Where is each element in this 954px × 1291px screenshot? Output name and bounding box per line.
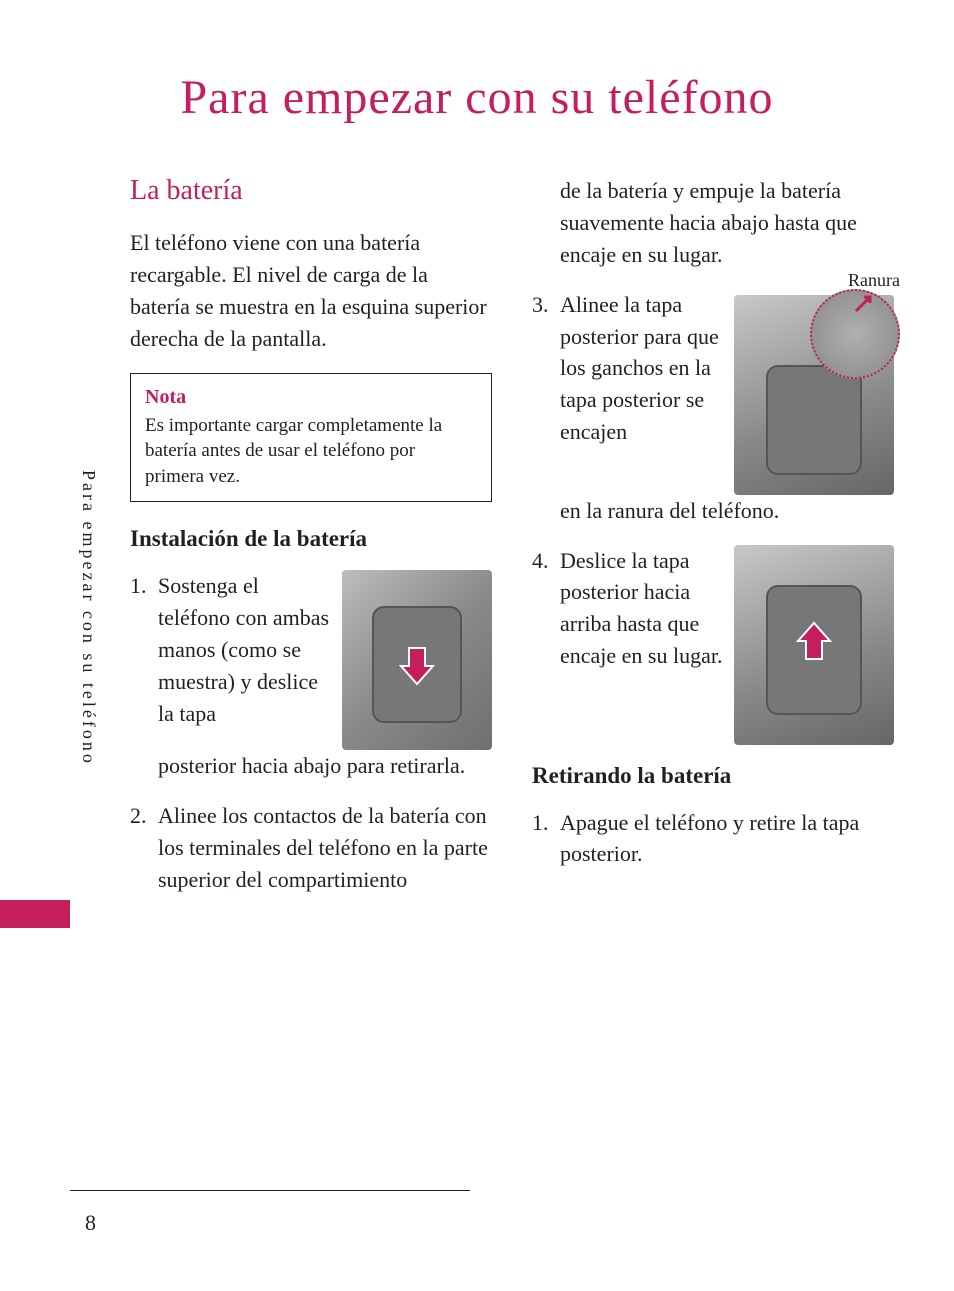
- subheading-remove: Retirando la batería: [532, 763, 894, 789]
- illustration-slide-cover: [734, 545, 894, 745]
- step-text: Deslice la tapa posterior hacia arriba h…: [560, 545, 724, 745]
- step-text: Apague el teléfono y retire la tapa post…: [560, 807, 894, 871]
- content-columns: La batería El teléfono viene con una bat…: [0, 175, 954, 914]
- step-text: Sostenga el teléfono con ambas manos (co…: [158, 570, 332, 750]
- step-3: 3. Alinee la tapa posterior para que los…: [532, 289, 894, 527]
- note-title: Nota: [145, 386, 477, 409]
- left-column: La batería El teléfono viene con una bat…: [130, 175, 492, 914]
- page-number: 8: [85, 1210, 96, 1236]
- callout-arrow-icon: [852, 291, 876, 315]
- subheading-install: Instalación de la batería: [130, 526, 492, 552]
- intro-paragraph: El teléfono viene con una batería recarg…: [130, 227, 492, 355]
- step-number: 3.: [532, 289, 560, 527]
- side-tab-accent: [0, 900, 70, 928]
- right-column: de la batería y empuje la batería suavem…: [532, 175, 894, 914]
- page-title: Para empezar con su teléfono: [0, 0, 954, 175]
- step-1: 1. Sostenga el teléfono con ambas manos …: [130, 570, 492, 782]
- step-text: Alinee la tapa posterior para que los ga…: [560, 289, 724, 495]
- step-4: 4. Deslice la tapa posterior hacia arrib…: [532, 545, 894, 745]
- illustration-hold-phone: [342, 570, 492, 750]
- footer-rule: [70, 1190, 470, 1191]
- step-number: 4.: [532, 545, 560, 745]
- callout-label: Ranura: [848, 267, 900, 293]
- note-box: Nota Es importante cargar completamente …: [130, 373, 492, 503]
- section-heading-battery: La batería: [130, 175, 492, 207]
- side-tab-label: Para empezar con su teléfono: [78, 470, 99, 766]
- illustration-align-cover: Ranura: [734, 295, 894, 495]
- step-text-cont: posterior hacia abajo para retirarla.: [158, 750, 492, 782]
- note-text: Es importante cargar completamente la ba…: [145, 413, 477, 490]
- step-text: Alinee los contactos de la batería con l…: [158, 800, 492, 896]
- step-number: 2.: [130, 800, 158, 896]
- step-body: Alinee la tapa posterior para que los ga…: [560, 289, 894, 527]
- arrow-down-icon: [399, 646, 435, 686]
- step-number: 1.: [130, 570, 158, 782]
- step2-continuation: de la batería y empuje la batería suavem…: [532, 175, 894, 271]
- step-2: 2. Alinee los contactos de la batería co…: [130, 800, 492, 896]
- arrow-up-icon: [796, 621, 832, 661]
- step-text-cont: en la ranura del teléfono.: [560, 495, 894, 527]
- step-body: Sostenga el teléfono con ambas manos (co…: [158, 570, 492, 782]
- phone-shape: [766, 365, 862, 475]
- step-body: Deslice la tapa posterior hacia arriba h…: [560, 545, 894, 745]
- step-number: 1.: [532, 807, 560, 871]
- remove-step-1: 1. Apague el teléfono y retire la tapa p…: [532, 807, 894, 871]
